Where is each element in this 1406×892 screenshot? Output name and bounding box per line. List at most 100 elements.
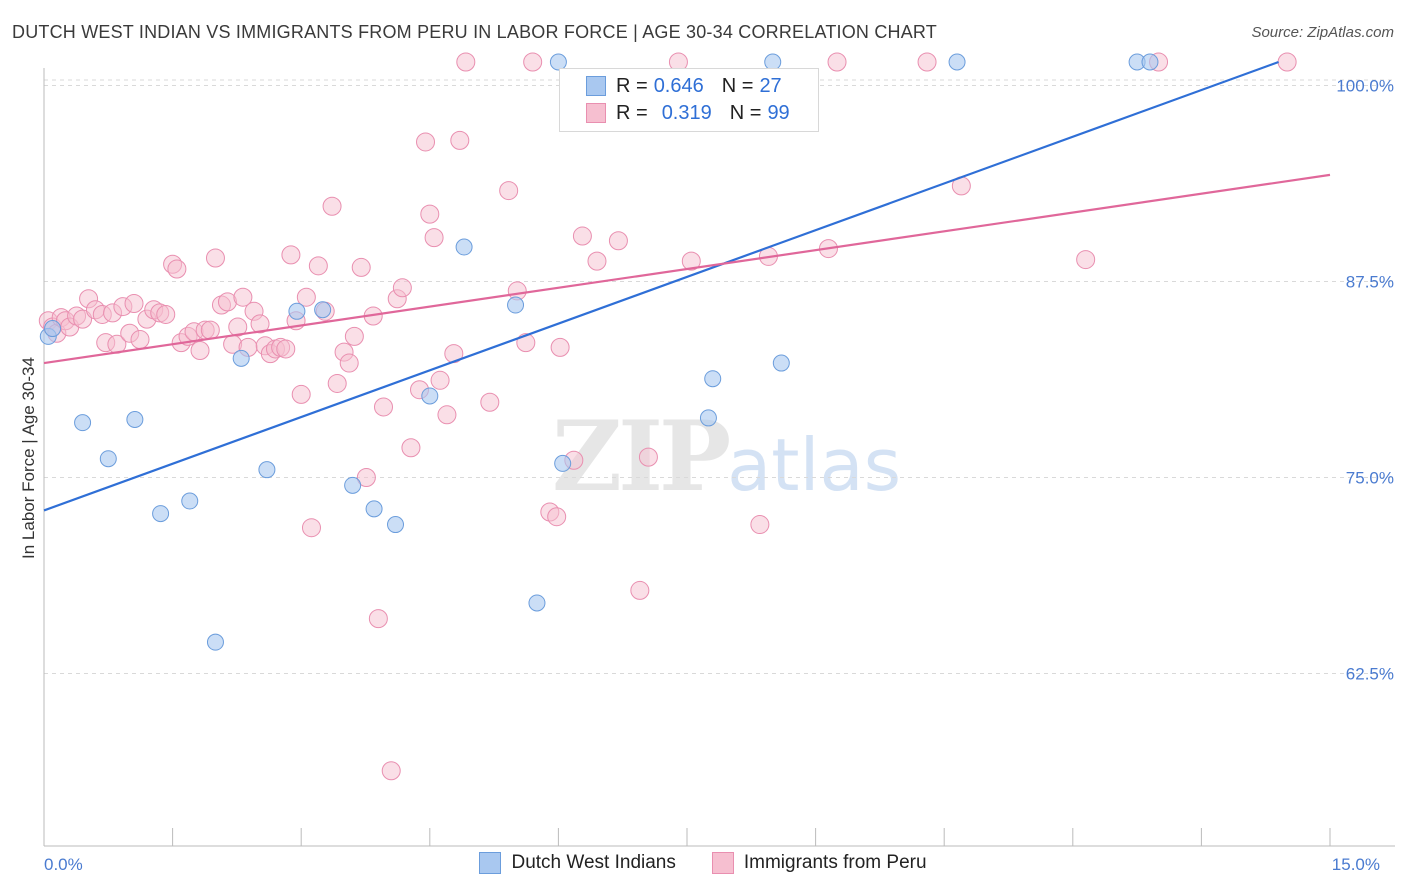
data-point-dutch [948,53,966,71]
chart-title: DUTCH WEST INDIAN VS IMMIGRANTS FROM PER… [12,22,937,42]
data-point-dutch [288,302,306,320]
data-point-peru [167,259,187,279]
y-tick-label: 75.0% [1346,469,1394,488]
data-point-peru [1076,250,1096,270]
series-peru-points [38,52,1297,781]
y-axis-label: In Labor Force | Age 30-34 [19,357,38,559]
data-point-dutch [206,633,224,651]
trend-line-dutch [43,60,1279,512]
legend-n-value: 27 [759,74,782,97]
axes [43,68,1395,847]
series-legend: Dutch West Indians Immigrants from Peru [0,852,1406,874]
series-dutch-points [39,53,1159,651]
data-point-peru [630,580,650,600]
data-point-peru [499,181,519,201]
data-point-peru [917,52,937,72]
data-point-peru [547,507,567,527]
data-point-peru [339,353,359,373]
source-label: Source: ZipAtlas.com [1251,24,1394,41]
legend-n-label: N = [721,74,754,97]
data-point-dutch [772,354,790,372]
data-point-peru [430,370,450,390]
data-point-peru [572,226,592,246]
legend-row-dutch: R = 0.646 N = 27 [586,74,782,98]
watermark-atlas: atlas [727,423,902,507]
correlation-legend: R = 0.646 N = 27 R = 0.319 N = 99 [559,68,819,132]
data-point-dutch [387,516,405,534]
legend-swatch-pink [586,103,606,123]
data-point-dutch [704,370,722,388]
data-point-peru [401,438,421,458]
legend-n-value: 99 [767,101,790,124]
data-point-peru [130,330,150,350]
legend-swatch-pink [711,852,734,874]
data-point-peru [351,257,371,277]
data-point-peru [281,245,301,265]
data-point-peru [327,373,347,393]
data-point-dutch [344,476,362,494]
data-point-peru [480,392,500,412]
data-point-peru [356,468,376,488]
data-point-peru [420,204,440,224]
legend-item-dutch-west-indians[interactable]: Dutch West Indians [479,852,676,874]
data-point-peru [190,341,210,361]
data-point-dutch [421,387,439,405]
trend-lines [43,60,1331,512]
tick-labels: 100.0% 87.5% 75.0% 62.5% 0.0% 15.0% [44,77,1394,874]
legend-label: Immigrants from Peru [743,852,927,873]
data-point-peru [156,304,176,324]
data-point-dutch [126,411,144,429]
y-tick-label: 62.5% [1346,665,1394,684]
legend-row-peru: R = 0.319 N = 99 [586,101,790,125]
legend-r-value: 0.319 [661,101,712,124]
data-point-peru [344,326,364,346]
legend-item-immigrants-from-peru[interactable]: Immigrants from Peru [711,852,927,874]
data-point-dutch [507,296,525,314]
legend-r-label: R = [616,101,648,124]
data-point-peru [1277,52,1297,72]
data-point-dutch [232,349,250,367]
legend-label: Dutch West Indians [511,852,676,873]
data-point-peru [456,52,476,72]
data-point-peru [73,309,93,329]
data-point-peru [550,337,570,357]
data-point-dutch [99,450,117,468]
legend-swatch-blue [479,852,502,874]
data-point-peru [416,132,436,152]
y-tick-label: 100.0% [1336,77,1394,96]
data-point-dutch [1141,53,1159,71]
legend-swatch-blue [586,76,606,96]
data-point-peru [200,320,220,340]
data-point-peru [750,515,770,535]
data-point-peru [638,447,658,467]
data-point-peru [437,405,457,425]
data-point-peru [322,196,342,216]
data-point-dutch [528,594,546,612]
data-point-peru [587,251,607,271]
data-point-peru [233,287,253,307]
data-point-peru [124,293,144,313]
data-point-dutch [314,301,332,319]
data-point-dutch [365,500,383,518]
data-point-dutch [258,461,276,479]
data-point-peru [608,231,628,251]
data-point-dutch [455,238,473,256]
data-point-dutch [554,454,572,472]
legend-r-value: 0.646 [653,74,704,97]
data-point-peru [381,761,401,781]
x-tick-label: 0.0% [44,855,83,874]
data-point-peru [276,339,296,359]
data-point-dutch [549,53,567,71]
data-point-peru [308,256,328,276]
data-point-peru [392,278,412,298]
data-point-peru [296,287,316,307]
trend-line-peru [43,173,1331,365]
data-point-dutch [181,492,199,510]
y-tick-label: 87.5% [1346,273,1394,292]
data-point-peru [250,314,270,334]
data-point-dutch [44,320,62,338]
data-point-dutch [699,409,717,427]
data-point-peru [205,248,225,268]
data-point-peru [301,518,321,538]
